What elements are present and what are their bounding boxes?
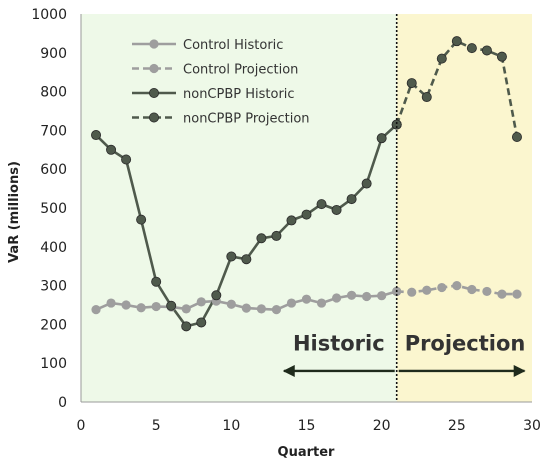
series-noncpbp-historic-point <box>121 154 132 165</box>
x-tick-label: 30 <box>523 418 541 434</box>
series-noncpbp-projection-point <box>466 43 477 54</box>
series-control-historic-point <box>347 290 357 300</box>
series-control-historic-point <box>91 305 101 315</box>
series-control-historic-point <box>196 297 206 307</box>
series-noncpbp-historic-point <box>331 204 342 215</box>
y-tick-label: 600 <box>40 162 67 178</box>
series-noncpbp-projection-point <box>406 78 417 89</box>
series-noncpbp-projection-point <box>481 45 492 56</box>
legend-label-noncpbp-historic: nonCPBP Historic <box>183 87 295 102</box>
series-control-historic-point <box>121 300 131 310</box>
y-tick-label: 400 <box>40 240 67 256</box>
x-tick-label: 0 <box>77 418 86 434</box>
series-noncpbp-projection-point <box>421 92 432 103</box>
series-noncpbp-historic-point <box>286 215 297 226</box>
legend-label-noncpbp-projection: nonCPBP Projection <box>183 112 310 127</box>
series-control-historic-point <box>286 298 297 308</box>
axes: 0 5 10 15 20 25 300100200300400500600700800900… <box>31 7 541 434</box>
y-tick-label: 500 <box>40 201 67 217</box>
series-control-historic-point <box>151 301 161 312</box>
series-noncpbp-historic-point <box>226 251 237 262</box>
series-control-projection-point <box>482 286 492 297</box>
series-noncpbp-historic-point <box>136 214 147 225</box>
series-noncpbp-projection-point <box>511 131 522 142</box>
region-historic-background <box>81 14 397 402</box>
series-noncpbp-historic-point <box>241 254 252 265</box>
legend-marker-noncpbp-historic <box>148 88 159 99</box>
series-control-historic-point <box>271 305 282 315</box>
series-lines <box>91 36 522 332</box>
series-noncpbp-historic-point <box>196 317 207 328</box>
series-control-historic-point <box>301 294 312 304</box>
series-noncpbp-projection-point <box>496 51 507 62</box>
background-regions <box>81 14 532 402</box>
series-noncpbp-projection-line <box>395 39 519 138</box>
series-control-historic-point <box>241 303 251 313</box>
series-control-projection-point <box>407 287 417 297</box>
series-control-historic-point <box>106 298 116 308</box>
region-label-projection: Projection <box>405 331 526 355</box>
series-control-projection-point <box>497 289 507 299</box>
legend-marker-control-historic <box>149 39 159 49</box>
series-control-historic-point <box>181 304 191 314</box>
x-tick-label: 15 <box>298 418 316 434</box>
y-tick-label: 100 <box>40 356 67 372</box>
series-control-projection-point <box>467 284 477 295</box>
series-noncpbp-historic-point <box>181 321 192 332</box>
region-projection-background <box>396 14 532 402</box>
series-control-historic-point <box>226 299 236 309</box>
series-noncpbp-historic-point <box>91 130 102 141</box>
region-annotations: Historic Projection <box>282 331 526 377</box>
series-noncpbp-projection-point <box>451 36 462 47</box>
series-noncpbp-historic-point <box>211 290 222 301</box>
series-control-projection-point <box>512 289 522 299</box>
legend-label-control-historic: Control Historic <box>183 38 283 53</box>
region-label-historic: Historic <box>293 331 385 355</box>
y-axis-title: VaR (millions) <box>7 161 22 263</box>
series-noncpbp-historic-point <box>316 199 327 210</box>
series-noncpbp-historic-point <box>151 276 162 287</box>
series-noncpbp-historic-point <box>166 300 177 311</box>
x-tick-label: 5 <box>152 418 161 434</box>
series-noncpbp-projection-point <box>436 53 447 64</box>
x-tick-label: 20 <box>373 418 391 434</box>
series-control-historic-point <box>362 291 372 302</box>
x-tick-label: 25 <box>448 418 466 434</box>
legend-label-control-projection: Control Projection <box>183 63 298 78</box>
legend-marker-noncpbp-projection <box>148 112 159 123</box>
series-control-projection-point <box>422 285 432 295</box>
legend: Control Historic Control Projection nonCPB… <box>132 38 310 127</box>
series-noncpbp-historic-point <box>106 144 117 155</box>
series-noncpbp-historic-point <box>346 194 357 205</box>
series-noncpbp-historic-point <box>256 233 267 244</box>
x-tick-label: 10 <box>222 418 240 434</box>
x-axis-title: Quarter <box>278 445 336 460</box>
series-control-historic-point <box>136 303 146 313</box>
series-control-historic-point <box>331 293 342 303</box>
y-tick-label: 900 <box>40 46 67 62</box>
y-tick-label: 200 <box>40 317 67 333</box>
series-control-projection-point <box>437 282 447 293</box>
y-tick-label: 1000 <box>31 7 67 23</box>
series-control-historic-point <box>377 291 387 301</box>
y-tick-label: 700 <box>40 123 67 139</box>
series-noncpbp-historic-point <box>376 133 387 144</box>
y-tick-label: 0 <box>58 395 67 411</box>
series-control-historic-point <box>256 304 266 314</box>
y-tick-label: 800 <box>40 85 67 101</box>
y-tick-label: 300 <box>40 279 67 295</box>
legend-marker-control-projection <box>149 63 159 74</box>
series-noncpbp-historic-point <box>271 230 282 241</box>
series-noncpbp-historic-point <box>361 178 372 189</box>
series-control-projection-point <box>452 281 462 291</box>
series-noncpbp-historic-point <box>301 209 312 220</box>
series-control-historic-point <box>316 298 327 308</box>
